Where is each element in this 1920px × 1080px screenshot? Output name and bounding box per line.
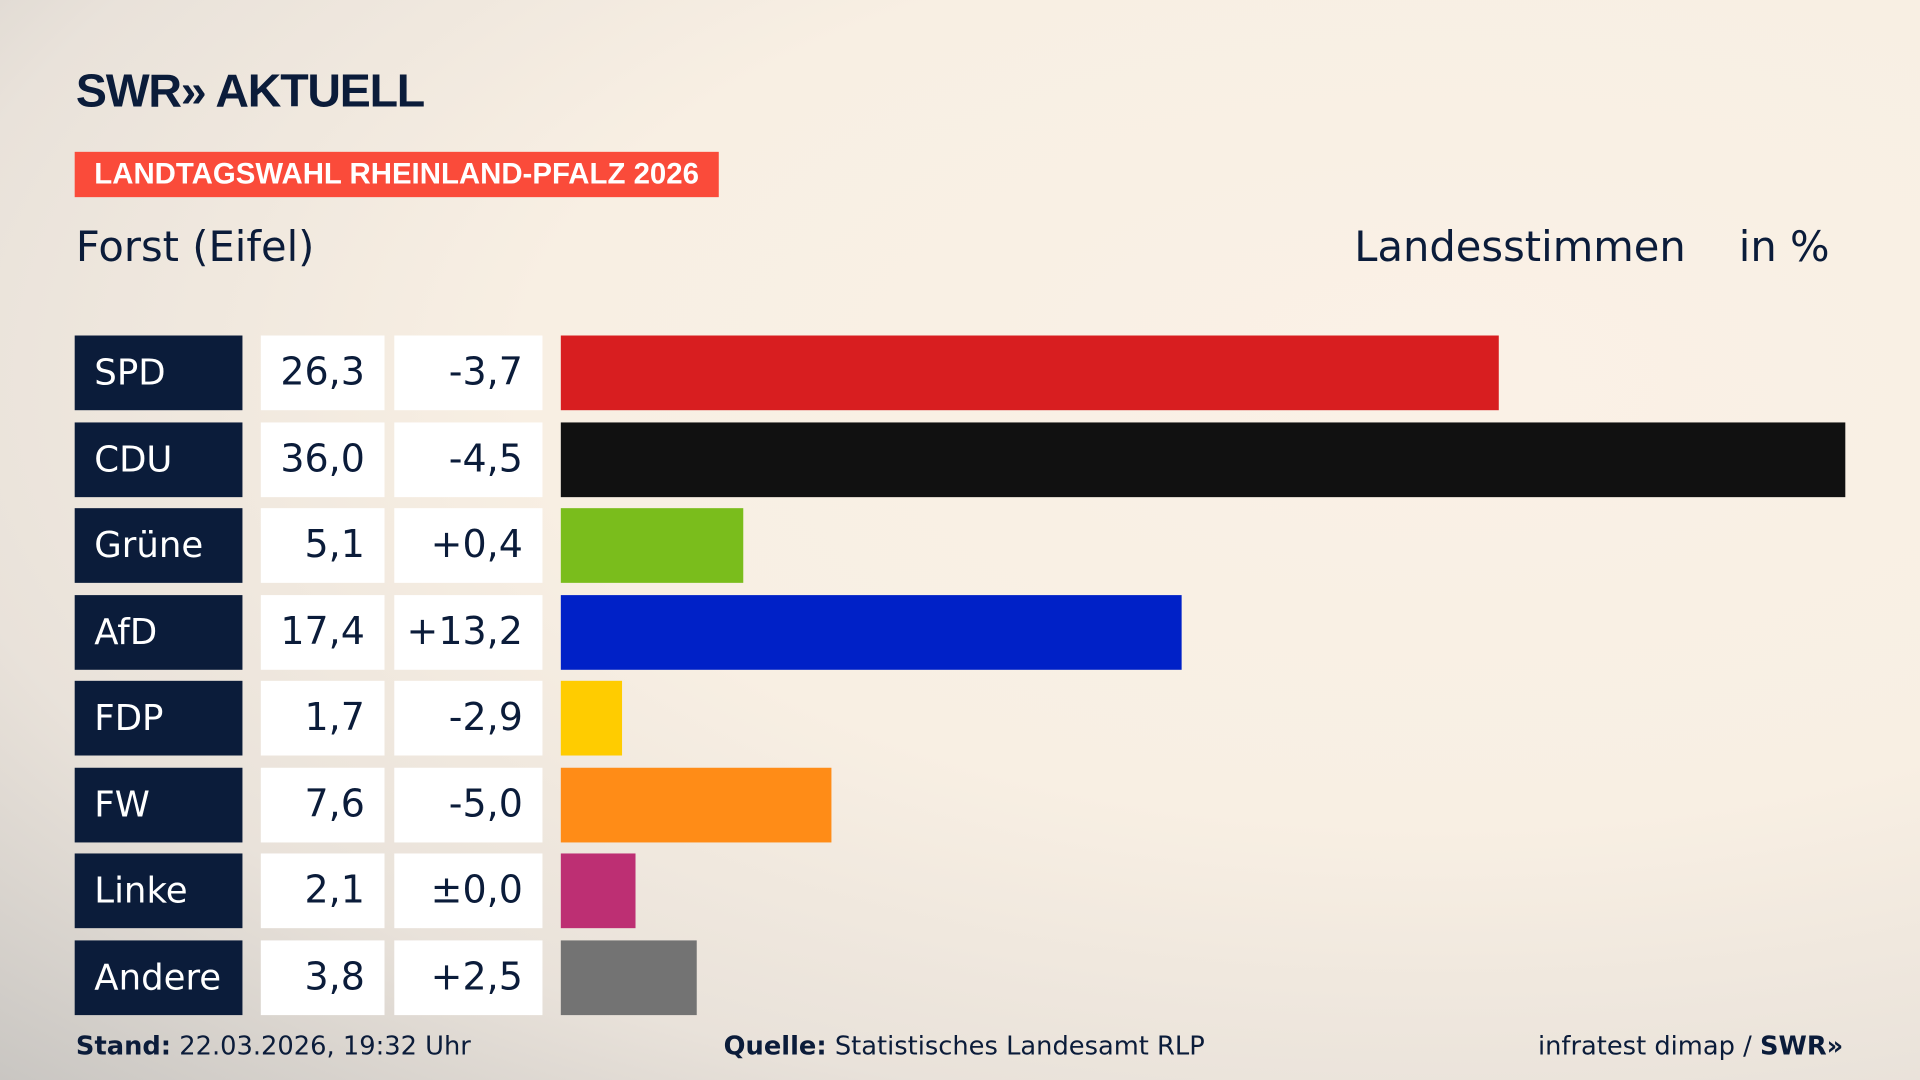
party-label: Grüne (74, 508, 243, 583)
value-label: 2,1 (260, 853, 385, 929)
vote-type: Landesstimmen (1354, 222, 1686, 272)
credit-text: infratest dimap / (1537, 1031, 1752, 1061)
diff-label: -4,5 (394, 421, 543, 497)
source: Quelle: Statistisches Landesamt RLP (724, 1031, 1205, 1060)
diff-label: +0,4 (394, 508, 543, 583)
source-value: Statistisches Landesamt RLP (834, 1031, 1205, 1061)
party-label: FDP (74, 680, 243, 756)
party-label: SPD (74, 335, 243, 411)
diff-label: -2,9 (394, 680, 543, 756)
diff-label: +13,2 (394, 594, 543, 670)
value-label: 1,7 (260, 680, 385, 756)
bar (560, 594, 1182, 670)
party-label: AfD (74, 594, 243, 670)
bar (560, 680, 622, 756)
stand-value: 22.03.2026, 19:32 Uhr (179, 1031, 471, 1061)
bar (560, 421, 1846, 497)
diff-label: -3,7 (394, 335, 543, 411)
value-label: 36,0 (260, 421, 385, 497)
diff-label: -5,0 (394, 767, 543, 842)
swr-logo: SWR» (1759, 1031, 1844, 1061)
value-label: 5,1 (260, 508, 385, 583)
party-label: FW (74, 767, 243, 842)
timestamp: Stand: 22.03.2026, 19:32 Uhr (76, 1031, 471, 1060)
diff-label: +2,5 (394, 939, 543, 1015)
place-title: Forst (Eifel) (75, 222, 315, 272)
source-label: Quelle: (723, 1031, 827, 1061)
stand-label: Stand: (75, 1031, 172, 1061)
value-label: 26,3 (260, 335, 385, 411)
value-label: 3,8 (260, 939, 385, 1015)
diff-label: ±0,0 (394, 853, 543, 929)
swr-aktuell-logo: SWR» AKTUELL (75, 66, 425, 118)
bar (560, 508, 743, 583)
bar (560, 853, 636, 929)
credit: infratest dimap / SWR» (1538, 1031, 1843, 1060)
election-badge: LANDTAGSWAHL RHEINLAND-PFALZ 2026 (74, 151, 719, 198)
party-label: Linke (74, 853, 243, 929)
unit-label: in % (1738, 222, 1830, 272)
bar (560, 767, 832, 842)
bar (560, 939, 697, 1015)
bar (560, 335, 1500, 411)
party-label: Andere (74, 939, 243, 1015)
party-label: CDU (74, 421, 243, 497)
value-label: 7,6 (260, 767, 385, 842)
value-label: 17,4 (260, 594, 385, 670)
